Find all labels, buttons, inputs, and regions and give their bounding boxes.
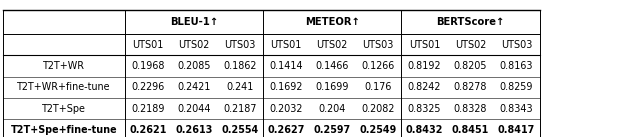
Text: 0.241: 0.241 xyxy=(227,82,253,92)
Text: T2T+WR: T2T+WR xyxy=(43,61,85,71)
Text: 0.8242: 0.8242 xyxy=(408,82,441,92)
Text: 0.2613: 0.2613 xyxy=(175,125,212,135)
Text: UTS02: UTS02 xyxy=(455,40,486,50)
Text: 0.1968: 0.1968 xyxy=(131,61,164,71)
Text: 0.8432: 0.8432 xyxy=(406,125,443,135)
Text: 0.2189: 0.2189 xyxy=(131,104,164,114)
Text: 0.1862: 0.1862 xyxy=(223,61,257,71)
Text: 0.8259: 0.8259 xyxy=(500,82,533,92)
Text: 0.8343: 0.8343 xyxy=(500,104,533,114)
Text: UTS02: UTS02 xyxy=(317,40,348,50)
Text: 0.176: 0.176 xyxy=(365,82,392,92)
Text: 0.2621: 0.2621 xyxy=(129,125,166,135)
Text: 0.2296: 0.2296 xyxy=(131,82,164,92)
Text: T2T+Spe: T2T+Spe xyxy=(42,104,86,114)
Text: UTS01: UTS01 xyxy=(270,40,302,50)
Text: 0.2085: 0.2085 xyxy=(177,61,211,71)
Text: 0.2032: 0.2032 xyxy=(269,104,303,114)
Text: UTS01: UTS01 xyxy=(132,40,164,50)
Text: 0.1466: 0.1466 xyxy=(316,61,349,71)
Text: 0.8417: 0.8417 xyxy=(498,125,535,135)
Text: UTS03: UTS03 xyxy=(500,40,532,50)
Text: 0.2187: 0.2187 xyxy=(223,104,257,114)
Text: 0.2549: 0.2549 xyxy=(360,125,397,135)
Text: 0.2597: 0.2597 xyxy=(314,125,351,135)
Text: 0.1699: 0.1699 xyxy=(316,82,349,92)
Text: T2T+Spe+fine-tune: T2T+Spe+fine-tune xyxy=(11,125,117,135)
Text: T2T+WR+fine-tune: T2T+WR+fine-tune xyxy=(17,82,111,92)
Text: 0.8163: 0.8163 xyxy=(500,61,533,71)
Text: UTS02: UTS02 xyxy=(179,40,209,50)
Text: 0.8205: 0.8205 xyxy=(454,61,487,71)
Text: 0.2627: 0.2627 xyxy=(268,125,305,135)
Text: 0.2421: 0.2421 xyxy=(177,82,211,92)
Text: 0.2554: 0.2554 xyxy=(221,125,259,135)
Text: UTS03: UTS03 xyxy=(362,40,394,50)
Text: BLEU-1↑: BLEU-1↑ xyxy=(170,17,218,27)
Text: UTS03: UTS03 xyxy=(224,40,256,50)
Text: 0.2044: 0.2044 xyxy=(177,104,211,114)
Text: METEOR↑: METEOR↑ xyxy=(305,17,360,27)
Text: 0.8325: 0.8325 xyxy=(408,104,441,114)
Text: 0.8451: 0.8451 xyxy=(452,125,489,135)
Text: BERTScore↑: BERTScore↑ xyxy=(436,17,504,27)
Text: 0.1692: 0.1692 xyxy=(269,82,303,92)
Text: 0.8192: 0.8192 xyxy=(408,61,441,71)
Text: 0.8328: 0.8328 xyxy=(454,104,487,114)
Text: 0.1266: 0.1266 xyxy=(362,61,395,71)
Text: 0.204: 0.204 xyxy=(319,104,346,114)
Text: UTS01: UTS01 xyxy=(408,40,440,50)
Text: 0.2082: 0.2082 xyxy=(362,104,395,114)
Text: 0.8278: 0.8278 xyxy=(454,82,487,92)
Text: 0.1414: 0.1414 xyxy=(269,61,303,71)
